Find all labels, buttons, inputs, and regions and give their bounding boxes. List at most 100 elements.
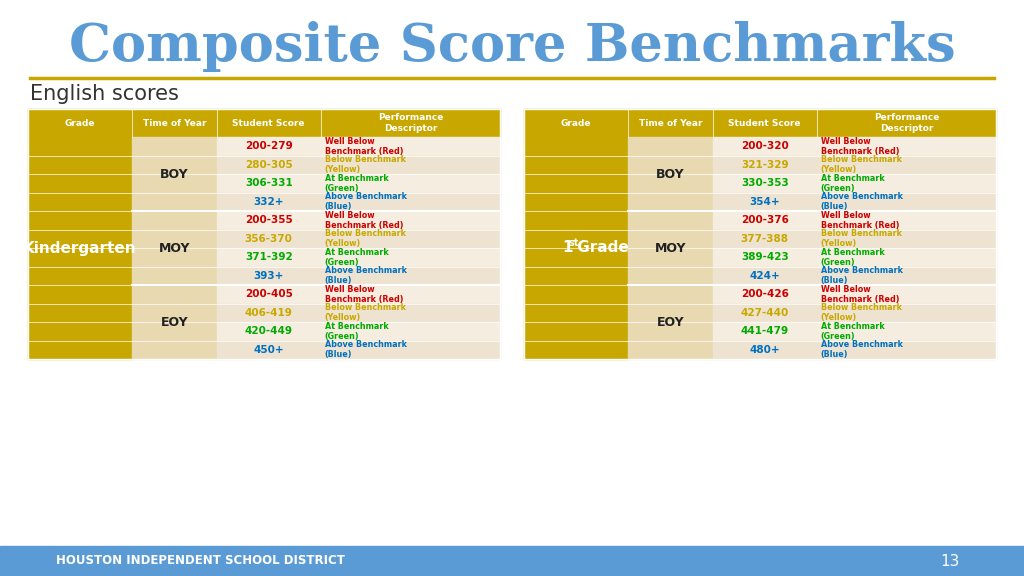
- Bar: [321, 340, 500, 359]
- Text: 406-419: 406-419: [245, 308, 293, 318]
- Text: 424+: 424+: [750, 271, 780, 281]
- Bar: [132, 109, 217, 137]
- Bar: [713, 340, 817, 359]
- Text: Performance
Descriptor: Performance Descriptor: [873, 113, 939, 132]
- Text: EOY: EOY: [161, 316, 188, 328]
- Bar: [217, 156, 321, 174]
- Text: At Benchmark
(Green): At Benchmark (Green): [325, 248, 388, 267]
- Bar: [28, 109, 132, 137]
- Bar: [217, 211, 321, 229]
- Text: MOY: MOY: [654, 241, 686, 255]
- Bar: [713, 229, 817, 248]
- Text: 330-353: 330-353: [740, 178, 788, 188]
- Bar: [817, 304, 996, 322]
- Bar: [713, 211, 817, 229]
- Text: Grade: Grade: [561, 119, 591, 127]
- Text: 13: 13: [940, 554, 959, 569]
- Text: Above Benchmark
(Blue): Above Benchmark (Blue): [820, 340, 902, 359]
- Text: 200-376: 200-376: [740, 215, 788, 225]
- Text: Below Benchmark
(Yellow): Below Benchmark (Yellow): [325, 303, 406, 323]
- Bar: [713, 109, 817, 137]
- Bar: [321, 285, 500, 304]
- Bar: [321, 248, 500, 267]
- Bar: [217, 192, 321, 211]
- Text: At Benchmark
(Green): At Benchmark (Green): [325, 321, 388, 341]
- Bar: [321, 109, 500, 137]
- Bar: [321, 192, 500, 211]
- Bar: [628, 211, 713, 285]
- Text: 450+: 450+: [253, 345, 284, 355]
- Text: MOY: MOY: [159, 241, 190, 255]
- Text: At Benchmark
(Green): At Benchmark (Green): [820, 321, 885, 341]
- Bar: [217, 248, 321, 267]
- Text: 389-423: 389-423: [740, 252, 788, 262]
- Bar: [321, 211, 500, 229]
- Text: Well Below
Benchmark (Red): Well Below Benchmark (Red): [325, 137, 403, 156]
- Bar: [628, 109, 713, 137]
- Text: 371-392: 371-392: [245, 252, 293, 262]
- Bar: [713, 174, 817, 192]
- Text: 306-331: 306-331: [245, 178, 293, 188]
- Bar: [817, 174, 996, 192]
- Bar: [132, 211, 217, 285]
- Bar: [217, 322, 321, 340]
- Text: 393+: 393+: [254, 271, 284, 281]
- Text: Grade: Grade: [65, 119, 95, 127]
- Text: Below Benchmark
(Yellow): Below Benchmark (Yellow): [820, 155, 902, 175]
- Text: 200-426: 200-426: [740, 289, 788, 300]
- Bar: [713, 304, 817, 322]
- Text: BOY: BOY: [656, 168, 685, 180]
- Text: 480+: 480+: [750, 345, 780, 355]
- Text: Performance
Descriptor: Performance Descriptor: [378, 113, 443, 132]
- Text: At Benchmark
(Green): At Benchmark (Green): [325, 173, 388, 193]
- Bar: [132, 285, 217, 359]
- Text: Well Below
Benchmark (Red): Well Below Benchmark (Red): [820, 137, 899, 156]
- Bar: [321, 267, 500, 285]
- Text: 200-355: 200-355: [245, 215, 293, 225]
- Bar: [817, 229, 996, 248]
- Text: At Benchmark
(Green): At Benchmark (Green): [820, 248, 885, 267]
- Text: 377-388: 377-388: [740, 234, 788, 244]
- Bar: [817, 267, 996, 285]
- Text: 420-449: 420-449: [245, 326, 293, 336]
- Text: 200-320: 200-320: [740, 141, 788, 151]
- Bar: [217, 229, 321, 248]
- Bar: [817, 192, 996, 211]
- Bar: [321, 229, 500, 248]
- Bar: [713, 285, 817, 304]
- Bar: [28, 137, 132, 359]
- Bar: [321, 174, 500, 192]
- Bar: [217, 109, 321, 137]
- Text: 332+: 332+: [254, 197, 284, 207]
- Bar: [817, 156, 996, 174]
- Bar: [217, 174, 321, 192]
- Text: Kindergarten: Kindergarten: [24, 241, 137, 256]
- Bar: [817, 322, 996, 340]
- Text: st: st: [569, 238, 580, 248]
- Text: Time of Year: Time of Year: [639, 119, 702, 127]
- Text: Below Benchmark
(Yellow): Below Benchmark (Yellow): [820, 229, 902, 248]
- Bar: [817, 285, 996, 304]
- Text: 354+: 354+: [750, 197, 780, 207]
- Text: 427-440: 427-440: [740, 308, 788, 318]
- Bar: [524, 137, 628, 359]
- Text: EOY: EOY: [656, 316, 684, 328]
- Text: 200-405: 200-405: [245, 289, 293, 300]
- Text: Below Benchmark
(Yellow): Below Benchmark (Yellow): [820, 303, 902, 323]
- Bar: [217, 304, 321, 322]
- Text: Above Benchmark
(Blue): Above Benchmark (Blue): [325, 340, 407, 359]
- Text: BOY: BOY: [160, 168, 188, 180]
- Bar: [713, 267, 817, 285]
- Bar: [217, 340, 321, 359]
- Bar: [713, 248, 817, 267]
- Text: Well Below
Benchmark (Red): Well Below Benchmark (Red): [820, 285, 899, 304]
- Bar: [321, 137, 500, 156]
- Text: Well Below
Benchmark (Red): Well Below Benchmark (Red): [325, 211, 403, 230]
- Text: 280-305: 280-305: [245, 160, 293, 170]
- Bar: [217, 285, 321, 304]
- Text: Composite Score Benchmarks: Composite Score Benchmarks: [69, 21, 955, 71]
- Text: Above Benchmark
(Blue): Above Benchmark (Blue): [820, 192, 902, 211]
- Bar: [321, 304, 500, 322]
- Bar: [28, 109, 500, 359]
- Text: Above Benchmark
(Blue): Above Benchmark (Blue): [325, 192, 407, 211]
